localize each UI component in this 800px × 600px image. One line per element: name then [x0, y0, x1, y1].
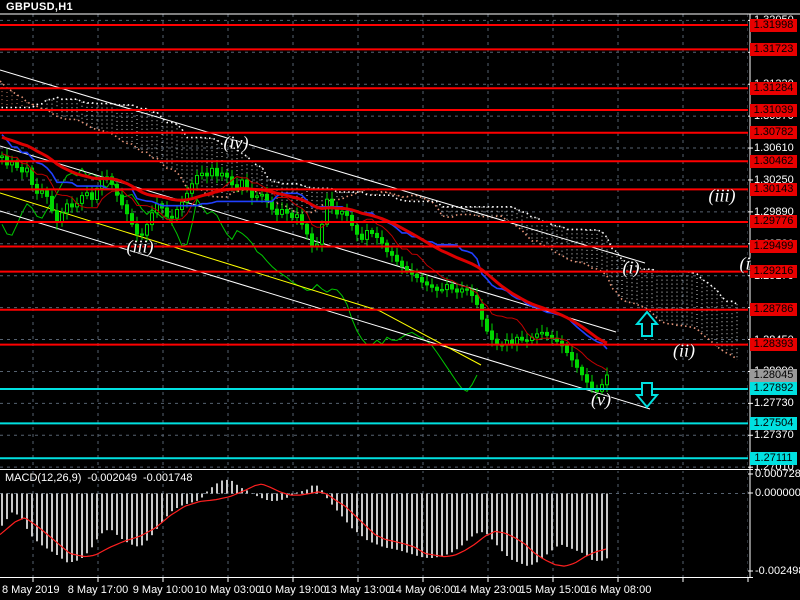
price-level-label: 1.31039: [750, 103, 797, 117]
time-axis-label: 16 May 08:00: [584, 584, 652, 596]
macd-axis-tick: 0.000728: [755, 468, 800, 480]
price-level-label: 1.31284: [750, 81, 797, 95]
symbol-title: GBPUSD,H1: [6, 1, 73, 13]
price-level-label: 1.31723: [750, 42, 797, 56]
elliott-wave-label: (i): [622, 257, 640, 278]
price-axis-tick: 1.30610: [754, 142, 794, 155]
macd-signal-line: [0, 483, 607, 567]
macd-name: MACD(12,26,9): [5, 472, 82, 484]
senkou-span-a-line: [0, 79, 738, 361]
senkou-span-b-line: [0, 96, 738, 305]
time-axis-label: 8 May 17:00: [67, 584, 129, 596]
macd-grid: [32, 471, 748, 577]
price-level-label: 1.27892: [750, 382, 797, 396]
price-level-label: 1.27504: [750, 416, 797, 430]
time-axis-label: 9 May 10:00: [132, 584, 194, 596]
elliott-wave-label: (i: [739, 253, 751, 274]
current-price-label: 1.28045: [750, 368, 797, 382]
macd-histogram: [1, 479, 608, 566]
panel-borders: [0, 13, 800, 582]
ema-line: [1, 135, 608, 345]
price-level-label: 1.31998: [750, 18, 797, 32]
price-level-label: 1.28393: [750, 338, 797, 352]
up-arrow-icon[interactable]: [634, 310, 660, 337]
ichimoku-cloud: [0, 79, 738, 361]
time-axis-label: 14 May 06:00: [389, 584, 457, 596]
price-level-label: 1.27111: [750, 451, 797, 465]
macd-plot-area[interactable]: [0, 470, 748, 578]
price-axis-tick: 1.29890: [754, 205, 794, 218]
macd-main-value: -0.002049: [87, 472, 137, 484]
price-level-label: 1.29216: [750, 265, 797, 279]
down-arrow-icon[interactable]: [634, 382, 660, 409]
macd-signal-value: -0.001748: [142, 472, 193, 484]
elliott-wave-label: (iv): [223, 132, 249, 153]
price-level-label: 1.28786: [750, 303, 797, 317]
tenkan-sen-line: [1, 153, 608, 371]
price-level-label: 1.30462: [750, 154, 797, 168]
price-axis-tick: 1.27370: [754, 429, 794, 442]
time-axis-label: 13 May 13:00: [324, 584, 392, 596]
price-level-label: 1.30143: [750, 182, 797, 196]
time-axis-label: 14 May 23:00: [454, 584, 522, 596]
price-level-label: 1.30782: [750, 126, 797, 140]
elliott-wave-label: (v): [591, 389, 611, 410]
price-level-label: 1.29499: [750, 240, 797, 254]
macd-indicator-title: MACD(12,26,9) -0.002049 -0.001748: [5, 472, 199, 484]
macd-axis-tick: -0.002498: [755, 565, 800, 577]
elliott-wave-label: (ii): [673, 340, 695, 361]
price-axis-tick: 1.27730: [754, 397, 794, 410]
elliott-wave-label: (iii): [708, 185, 736, 206]
price-level-label: 1.29776: [750, 215, 797, 229]
elliott-wave-label: (iii): [126, 236, 154, 257]
macd-axis-tick: 0.000000: [755, 487, 800, 499]
chikou-span-line: [1, 167, 478, 393]
main-plot-area[interactable]: [0, 14, 748, 468]
time-axis-label: 15 May 15:00: [519, 584, 587, 596]
price-level-lines[interactable]: [0, 24, 748, 460]
time-axis-label: 8 May 2019: [2, 584, 60, 596]
time-axis-label: 10 May 19:00: [259, 584, 327, 596]
time-axis-label: 10 May 03:00: [194, 584, 262, 596]
candlesticks: [0, 148, 609, 399]
grid-lines: [0, 14, 748, 468]
kijun-sen-line: [1, 134, 608, 350]
signal-arrows[interactable]: [634, 310, 660, 409]
